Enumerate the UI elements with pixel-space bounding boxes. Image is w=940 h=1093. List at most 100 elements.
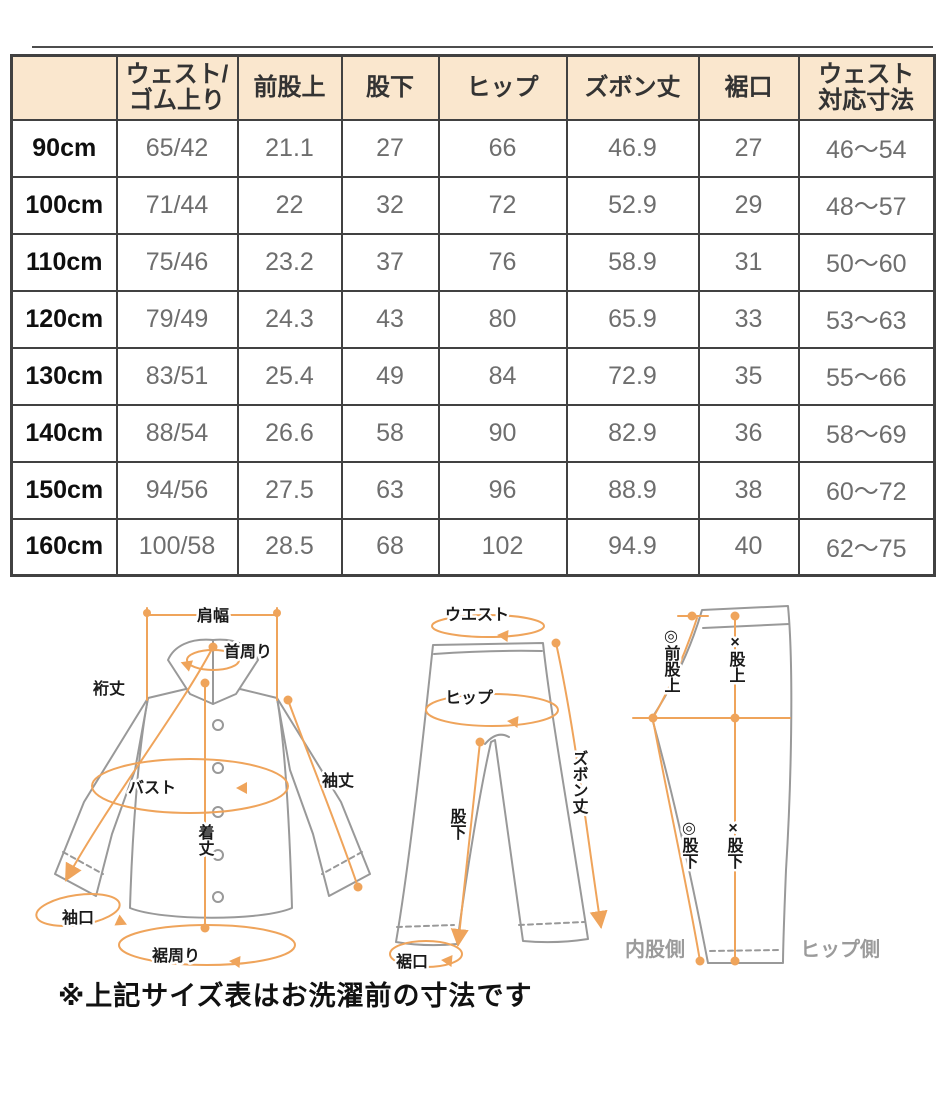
value-cell: 60〜72 <box>797 460 936 520</box>
column-header-pants-length: ズボン丈 <box>565 54 700 121</box>
size-cell: 110cm <box>10 232 118 292</box>
value-cell: 36 <box>697 403 800 463</box>
value-cell: 84 <box>437 346 568 406</box>
column-header-hip: ヒップ <box>437 54 568 121</box>
shirt-bust-label: バスト <box>128 779 176 797</box>
pants-front-measurement-lines <box>389 614 608 968</box>
pants-hip-label: ヒップ <box>445 688 494 707</box>
value-cell: 27 <box>340 118 440 178</box>
value-cell: 65.9 <box>565 289 700 349</box>
value-cell: 29 <box>697 175 800 235</box>
size-cell: 120cm <box>10 289 118 349</box>
value-cell: 102 <box>437 517 568 577</box>
value-cell: 50〜60 <box>797 232 936 292</box>
value-cell: 32 <box>340 175 440 235</box>
shirt-neck-girth-label: 首周り <box>224 642 272 661</box>
column-header-waist-range: ウェスト 対応寸法 <box>797 54 936 121</box>
pajama-shirt-illustration <box>54 638 371 919</box>
value-cell: 53〜63 <box>797 289 936 349</box>
pants-rise-label: ×股上 <box>727 634 746 683</box>
value-cell: 82.9 <box>565 403 700 463</box>
pants-side-labels: ◎前股上 ×股上 ◎股下 ×股下 内股側 ヒップ側 <box>625 624 880 962</box>
column-header-size <box>10 54 118 121</box>
value-cell: 25.4 <box>236 346 343 406</box>
size-cell: 140cm <box>10 403 118 463</box>
column-header-waist-elastic: ウェスト/ ゴム上り <box>115 54 239 121</box>
table-row: 90cm 65/42 21.1 27 66 46.9 27 46〜54 <box>10 118 936 178</box>
value-cell: 96 <box>437 460 568 520</box>
pants-inseam-front-label: ◎股下 <box>680 818 699 870</box>
size-cell: 150cm <box>10 460 118 520</box>
value-cell: 22 <box>236 175 343 235</box>
value-cell: 27.5 <box>236 460 343 520</box>
value-cell: 52.9 <box>565 175 700 235</box>
value-cell: 26.6 <box>236 403 343 463</box>
value-cell: 27 <box>697 118 800 178</box>
value-cell: 46.9 <box>565 118 700 178</box>
table-row: 150cm 94/56 27.5 63 96 88.9 38 60〜72 <box>10 460 936 520</box>
table-row: 130cm 83/51 25.4 49 84 72.9 35 55〜66 <box>10 346 936 406</box>
value-cell: 33 <box>697 289 800 349</box>
pants-inseam-label: 股下 <box>448 808 467 841</box>
value-cell: 23.2 <box>236 232 343 292</box>
column-header-front-rise: 前股上 <box>236 54 343 121</box>
header-row: ウェスト/ ゴム上り 前股上 股下 ヒップ ズボン丈 裾口 ウェスト 対応寸法 <box>10 54 936 121</box>
value-cell: 88/54 <box>115 403 239 463</box>
shirt-shoulder-width-label: 肩幅 <box>197 606 229 625</box>
value-cell: 72 <box>437 175 568 235</box>
value-cell: 71/44 <box>115 175 239 235</box>
column-header-inseam: 股下 <box>340 54 440 121</box>
value-cell: 79/49 <box>115 289 239 349</box>
size-cell: 160cm <box>10 517 118 577</box>
value-cell: 35 <box>697 346 800 406</box>
table-row: 110cm 75/46 23.2 37 76 58.9 31 50〜60 <box>10 232 936 292</box>
top-divider <box>32 46 933 48</box>
value-cell: 46〜54 <box>797 118 936 178</box>
value-cell: 49 <box>340 346 440 406</box>
size-cell: 90cm <box>10 118 118 178</box>
wash-note: ※上記サイズ表はお洗濯前の寸法です <box>58 981 533 1011</box>
value-cell: 24.3 <box>236 289 343 349</box>
value-cell: 90 <box>437 403 568 463</box>
table-row: 160cm 100/58 28.5 68 102 94.9 40 62〜75 <box>10 517 936 577</box>
value-cell: 94.9 <box>565 517 700 577</box>
value-cell: 43 <box>340 289 440 349</box>
pants-inseam-back-label: ×股下 <box>725 820 744 870</box>
measurement-diagram: 肩幅 首周り 裄丈 バスト 袖丈 着丈 袖口 裾周り <box>35 604 880 974</box>
pants-side-measurement-lines <box>632 611 791 966</box>
pants-front-labels: ウエスト ヒップ ズボン丈 股下 裾口 <box>394 604 592 974</box>
value-cell: 48〜57 <box>797 175 936 235</box>
shirt-labels: 肩幅 首周り 裄丈 バスト 袖丈 着丈 袖口 裾周り <box>60 604 357 968</box>
value-cell: 58 <box>340 403 440 463</box>
column-header-hem: 裾口 <box>697 54 800 121</box>
shirt-sleeve-length-label: 袖丈 <box>322 771 354 790</box>
shirt-yuki-length-label: 裄丈 <box>92 679 125 698</box>
value-cell: 100/58 <box>115 517 239 577</box>
shirt-measurement-lines <box>35 607 363 968</box>
value-cell: 65/42 <box>115 118 239 178</box>
value-cell: 37 <box>340 232 440 292</box>
value-cell: 88.9 <box>565 460 700 520</box>
value-cell: 28.5 <box>236 517 343 577</box>
table-row: 140cm 88/54 26.6 58 90 82.9 36 58〜69 <box>10 403 936 463</box>
value-cell: 31 <box>697 232 800 292</box>
value-cell: 66 <box>437 118 568 178</box>
hip-side-label: ヒップ側 <box>800 938 880 961</box>
value-cell: 63 <box>340 460 440 520</box>
value-cell: 62〜75 <box>797 517 936 577</box>
value-cell: 55〜66 <box>797 346 936 406</box>
value-cell: 72.9 <box>565 346 700 406</box>
value-cell: 83/51 <box>115 346 239 406</box>
table-row: 120cm 79/49 24.3 43 80 65.9 33 53〜63 <box>10 289 936 349</box>
value-cell: 21.1 <box>236 118 343 178</box>
value-cell: 40 <box>697 517 800 577</box>
size-cell: 130cm <box>10 346 118 406</box>
pants-waist-label: ウエスト <box>445 606 509 624</box>
value-cell: 94/56 <box>115 460 239 520</box>
shirt-cuff-opening-label: 袖口 <box>62 908 94 927</box>
value-cell: 68 <box>340 517 440 577</box>
inner-leg-side-label: 内股側 <box>625 937 685 961</box>
table-row: 100cm 71/44 22 32 72 52.9 29 48〜57 <box>10 175 936 235</box>
value-cell: 58.9 <box>565 232 700 292</box>
